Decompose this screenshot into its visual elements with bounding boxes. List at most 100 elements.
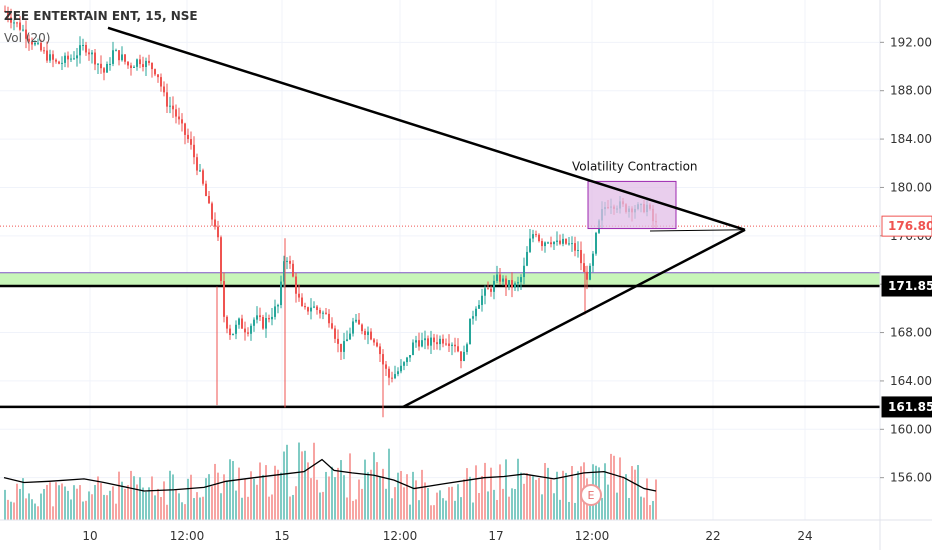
volume-bar xyxy=(169,470,171,520)
volume-bar xyxy=(640,496,642,520)
volume-bar xyxy=(262,474,264,520)
candle-body xyxy=(67,55,69,60)
volume-bar xyxy=(85,500,87,520)
candle-body xyxy=(379,346,381,355)
candle-body xyxy=(445,343,447,345)
x-tick-label: 10 xyxy=(82,529,97,543)
candle-body xyxy=(130,65,132,68)
volume-bar xyxy=(184,504,186,520)
earnings-marker-label: E xyxy=(588,489,595,502)
candle-body xyxy=(352,321,354,334)
volume-bar xyxy=(421,469,423,520)
volume-bar xyxy=(256,484,258,520)
volume-bar xyxy=(187,478,189,520)
candle-body xyxy=(475,308,477,317)
candle-body xyxy=(97,63,99,65)
candle-body xyxy=(4,10,6,12)
volume-bar xyxy=(217,472,219,520)
volume-bar xyxy=(79,485,81,520)
contraction-box-layer[interactable] xyxy=(587,180,677,230)
candle-body xyxy=(16,22,18,24)
candle-body xyxy=(340,343,342,352)
candle-body xyxy=(592,253,594,266)
y-tick-label: 188.00 xyxy=(890,84,932,98)
candle-body xyxy=(244,328,246,333)
volume-bar xyxy=(214,463,216,520)
volume-bar xyxy=(607,484,609,520)
volume-bar xyxy=(25,498,27,520)
volume-bar xyxy=(379,477,381,520)
price-labels: 176.80 171.85 161.85 xyxy=(881,215,932,418)
volume-bar xyxy=(457,484,459,520)
candle-body xyxy=(583,263,585,272)
volume-bar xyxy=(460,497,462,520)
candle-body xyxy=(565,238,567,244)
candle-body xyxy=(220,237,222,281)
trendlines[interactable] xyxy=(107,26,746,409)
candle-body xyxy=(580,250,582,264)
y-tick-label: 192.00 xyxy=(890,35,932,49)
volume-bar xyxy=(70,499,72,520)
markers[interactable]: E xyxy=(580,484,602,506)
volume-bar xyxy=(628,497,630,520)
volume-bar xyxy=(190,474,192,520)
candle-body xyxy=(403,362,405,366)
candle-body xyxy=(250,325,252,334)
candle-body xyxy=(511,280,513,288)
volume-bar xyxy=(301,451,303,520)
volume-bar xyxy=(355,499,357,520)
y-tick-label: 156.00 xyxy=(890,471,932,485)
volume-bar xyxy=(400,470,402,520)
candle-body xyxy=(34,42,36,45)
volume-bar xyxy=(505,459,507,520)
volume-bar xyxy=(211,486,213,520)
symbol-title: ZEE ENTERTAIN ENT, 15, NSE xyxy=(4,9,198,23)
candle-body xyxy=(40,42,42,51)
candle-body xyxy=(277,305,279,307)
horizontal-levels[interactable] xyxy=(0,225,880,409)
volume-bar xyxy=(466,468,468,520)
candle-body xyxy=(241,318,243,329)
volume-bar xyxy=(91,494,93,520)
volume-bar xyxy=(424,482,426,520)
volume-bar xyxy=(370,469,372,520)
candle-body xyxy=(247,332,249,334)
volume-bar xyxy=(31,499,33,520)
candle-body xyxy=(436,342,438,345)
candle-body xyxy=(229,328,231,335)
contraction-box xyxy=(587,180,677,230)
candle-body xyxy=(364,331,366,335)
volume-bar xyxy=(37,506,39,520)
candle-body xyxy=(463,351,465,362)
candle-body xyxy=(409,355,411,358)
volume-bar xyxy=(115,503,117,520)
volume-bar xyxy=(364,459,366,520)
candle-body xyxy=(22,29,24,31)
volume-bar xyxy=(601,497,603,520)
volume-bars xyxy=(4,442,657,520)
candle-body xyxy=(232,333,234,335)
candle-body xyxy=(7,10,9,18)
volume-bar xyxy=(475,465,477,520)
level-price-badge xyxy=(881,275,932,297)
candle-body xyxy=(442,338,444,344)
volume-bar xyxy=(391,498,393,520)
volume-bar xyxy=(565,472,567,520)
volume-bar xyxy=(334,477,336,520)
volume-bar xyxy=(520,472,522,520)
volume-bar xyxy=(244,478,246,520)
candle-body xyxy=(307,307,309,312)
volume-bar xyxy=(625,474,627,520)
candle-body xyxy=(448,343,450,346)
volatility-contraction-annotation[interactable]: Volatility Contraction xyxy=(572,160,698,174)
candle-body xyxy=(316,306,318,310)
candle-body xyxy=(184,123,186,135)
candle-body xyxy=(328,313,330,324)
candle-body xyxy=(157,74,159,78)
volume-bar xyxy=(538,477,540,520)
x-tick-label: 12:00 xyxy=(383,529,418,543)
candle-body xyxy=(427,338,429,346)
volume-bar xyxy=(568,501,570,520)
